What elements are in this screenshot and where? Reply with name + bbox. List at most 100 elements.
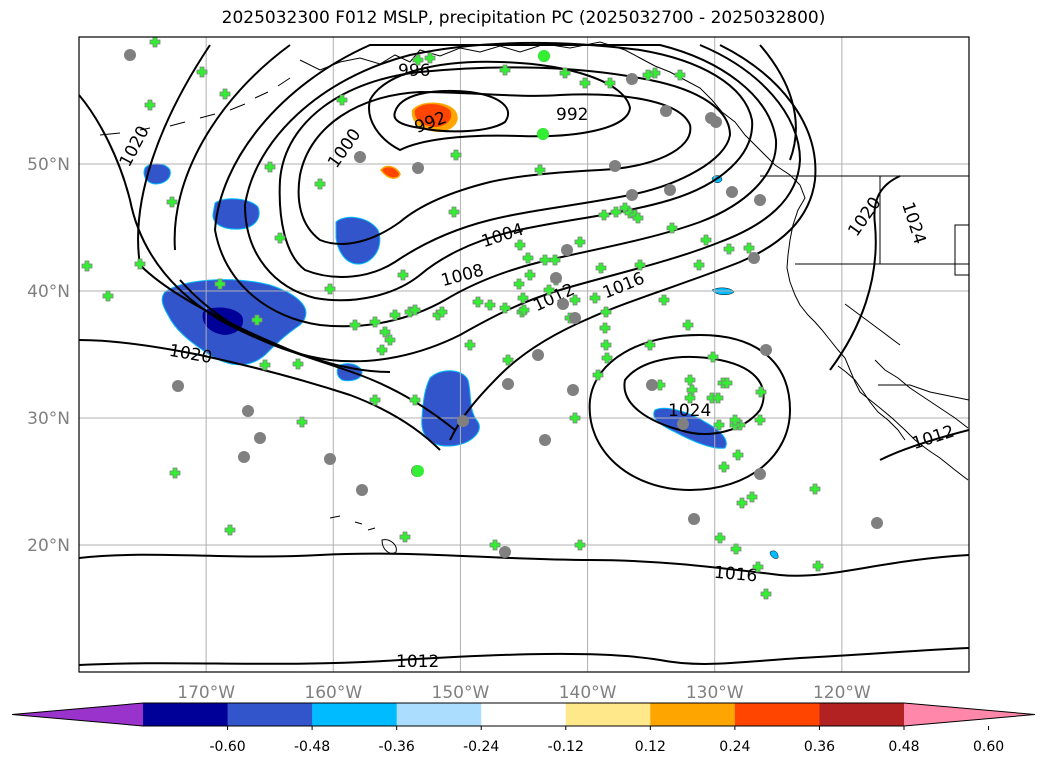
station-cross-marker — [654, 379, 666, 391]
station-cross-marker — [134, 258, 146, 270]
station-cross-marker — [259, 359, 271, 371]
station-cross-marker — [464, 339, 476, 351]
station-ring-marker — [499, 546, 511, 558]
station-cross-marker — [707, 351, 719, 363]
station-cross-marker — [579, 77, 591, 89]
station-cross-marker — [450, 149, 462, 161]
isobar-label: 1020 — [844, 194, 885, 241]
station-cross-marker — [730, 543, 742, 555]
station-ring-marker — [754, 468, 766, 480]
isobar-1016 — [137, 44, 817, 441]
station-cross-marker — [514, 239, 526, 251]
station-cross-marker — [251, 314, 263, 326]
station-cross-marker — [369, 316, 381, 328]
station-ring-marker — [412, 162, 424, 174]
station-cross-marker — [424, 52, 436, 64]
station-cross-marker — [642, 69, 654, 81]
station-cross-marker — [214, 278, 226, 290]
station-dot-marker — [538, 50, 550, 62]
station-cross-marker — [589, 292, 601, 304]
station-ring-marker — [124, 49, 136, 61]
station-cross-marker — [543, 284, 555, 296]
station-cross-marker — [754, 414, 766, 426]
station-cross-marker — [746, 491, 758, 503]
station-ring-marker — [760, 344, 772, 356]
isobar-labels: 996 992 992 1000 1020 1004 1008 1012 101… — [116, 61, 957, 672]
station-cross-marker — [574, 539, 586, 551]
station-cross-marker — [397, 269, 409, 281]
coastlines — [99, 41, 969, 554]
station-markers — [81, 37, 883, 600]
station-ring-marker — [354, 151, 366, 163]
station-ring-marker — [677, 418, 689, 430]
station-cross-marker — [732, 449, 744, 461]
station-cross-marker — [274, 232, 286, 244]
station-ring-marker — [502, 378, 514, 390]
isobar-1012-south — [79, 647, 969, 666]
isobar-996 — [297, 90, 692, 245]
isobar-label: 1020 — [116, 123, 154, 171]
station-cross-marker — [522, 252, 534, 264]
station-cross-marker — [409, 304, 421, 316]
station-cross-marker — [718, 461, 730, 473]
isobar-label: 1012 — [910, 422, 957, 454]
lat-tick-label: 30°N — [27, 409, 70, 429]
colorbar-swatch — [143, 703, 229, 726]
lat-tick-label: 40°N — [27, 282, 70, 302]
station-cross-marker — [598, 209, 610, 221]
aleutian-islands — [99, 77, 291, 136]
station-cross-marker — [592, 369, 604, 381]
north-america-west-coast — [786, 184, 969, 481]
station-cross-marker — [604, 77, 616, 89]
station-cross-marker — [574, 236, 586, 248]
station-ring-marker — [457, 415, 469, 427]
colorbar-tick-label: -0.36 — [379, 739, 415, 755]
station-ring-marker — [238, 451, 250, 463]
station-ring-marker — [626, 189, 638, 201]
colorbar-swatch — [565, 703, 651, 726]
station-cross-marker — [448, 206, 460, 218]
station-cross-marker — [721, 377, 733, 389]
isobar-992 — [368, 60, 632, 152]
isobar-1000 — [278, 66, 732, 278]
station-cross-marker — [714, 532, 726, 544]
station-cross-marker — [684, 392, 696, 404]
station-cross-marker — [674, 69, 686, 81]
colorbar-tick-label: -0.24 — [463, 739, 499, 755]
station-cross-marker — [102, 290, 114, 302]
isobar-1020-south — [79, 339, 441, 451]
station-cross-marker — [684, 374, 696, 386]
station-cross-marker — [224, 524, 236, 536]
lat-tick-label: 50°N — [27, 155, 70, 175]
station-cross-marker — [658, 294, 670, 306]
station-cross-marker — [729, 414, 741, 426]
station-cross-marker — [760, 588, 772, 600]
station-cross-marker — [409, 394, 421, 406]
colorbar-swatch — [650, 703, 736, 726]
station-cross-marker — [634, 259, 646, 271]
station-cross-marker — [517, 292, 529, 304]
station-cross-marker — [144, 99, 156, 111]
station-cross-marker — [489, 539, 501, 551]
isobar-label: 1008 — [439, 261, 486, 292]
station-cross-marker — [292, 358, 304, 370]
station-cross-marker — [349, 319, 361, 331]
state-borders — [795, 176, 969, 346]
colorbar-swatch — [227, 703, 313, 726]
colorbar-tick-labels: -0.60 -0.48 -0.36 -0.24 -0.12 0.12 0.24 … — [209, 739, 1004, 755]
station-ring-marker — [609, 160, 621, 172]
station-cross-marker — [81, 260, 93, 272]
isobar-1004 — [243, 42, 754, 302]
colorbar-swatch — [481, 703, 567, 726]
station-cross-marker — [755, 386, 767, 398]
colorbar-swatch — [734, 703, 820, 726]
isobar-1016-south — [79, 552, 969, 577]
lon-tick-label: 170°W — [177, 683, 235, 703]
colorbar-tick-label: 0.60 — [973, 739, 1004, 755]
station-cross-marker — [484, 299, 496, 311]
station-cross-marker — [502, 354, 514, 366]
station-cross-marker — [324, 283, 336, 295]
lon-tick-label: 140°W — [559, 683, 617, 703]
station-ring-marker — [754, 194, 766, 206]
